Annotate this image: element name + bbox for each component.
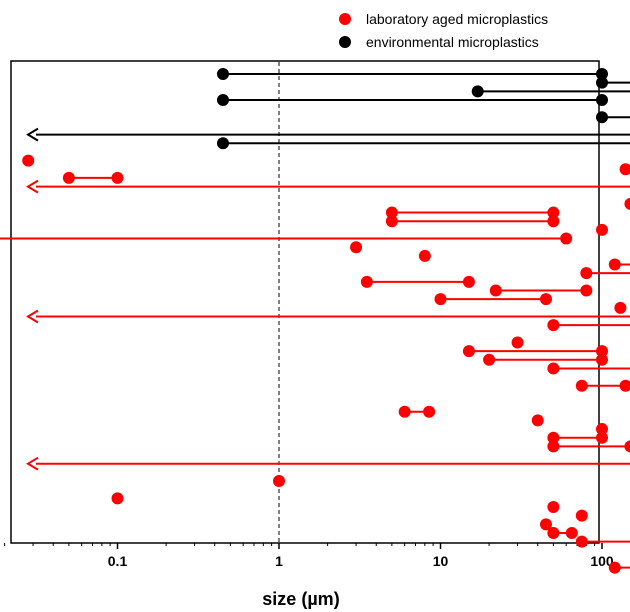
range-max-point xyxy=(580,284,593,297)
plot-frame xyxy=(10,60,600,544)
single-size-point xyxy=(350,241,363,254)
single-size-point xyxy=(22,154,35,167)
range-max-point xyxy=(547,215,560,228)
single-size-point xyxy=(624,197,630,210)
open-lower-arrow xyxy=(26,309,39,324)
range-max-point xyxy=(560,232,573,245)
range-min-point xyxy=(385,206,398,219)
range-min-point xyxy=(575,535,588,548)
range-max-point xyxy=(423,405,436,418)
range-max-point xyxy=(624,440,630,453)
legend-label-environmental: environmental microplastics xyxy=(366,34,539,50)
range-max-point xyxy=(596,68,608,80)
x-axis-title: size (µm) xyxy=(262,589,339,609)
series-environmental xyxy=(26,68,630,150)
single-size-point xyxy=(614,301,627,314)
single-size-point xyxy=(418,249,431,262)
range-min-point xyxy=(462,345,475,358)
range-max-point xyxy=(462,275,475,288)
range-min-point xyxy=(547,362,560,375)
single-size-point xyxy=(547,501,560,513)
range-min-point xyxy=(216,68,229,80)
open-lower-arrow xyxy=(26,179,39,194)
single-size-point xyxy=(273,475,285,488)
range-min-point xyxy=(216,137,229,150)
x-tick-label: 10 xyxy=(433,553,449,569)
range-min-point xyxy=(547,440,560,453)
range-max-point xyxy=(539,293,552,306)
legend-marker-laboratory xyxy=(339,13,351,25)
range-min-point xyxy=(385,215,398,228)
range-max-point xyxy=(547,206,560,219)
range-min-point xyxy=(580,267,593,280)
x-tick-label: 1 xyxy=(275,553,283,569)
x-tick-label: 0.1 xyxy=(108,553,128,569)
x-tick-label: 100 xyxy=(590,553,614,569)
range-max-point xyxy=(596,431,608,444)
legend: laboratory aged microplastics environmen… xyxy=(339,11,548,50)
range-max-point xyxy=(596,345,608,358)
range-max-point xyxy=(596,93,608,106)
range-max-point xyxy=(111,171,124,184)
single-size-point xyxy=(619,163,630,176)
range-min-point xyxy=(62,171,75,184)
range-min-point xyxy=(575,379,588,392)
range-min-point xyxy=(489,284,502,297)
range-max-point xyxy=(596,353,608,366)
range-min-point xyxy=(471,85,484,98)
range-min-point xyxy=(596,76,608,89)
range-min-point xyxy=(398,405,411,418)
single-size-point xyxy=(596,423,608,436)
range-min-point xyxy=(360,275,373,288)
legend-label-laboratory: laboratory aged microplastics xyxy=(366,11,548,27)
range-min-point xyxy=(547,319,560,332)
x-axis: 0.0010.010.1110100100010000 xyxy=(4,543,614,569)
range-min-point xyxy=(434,293,447,306)
single-size-point xyxy=(531,414,544,427)
single-size-point xyxy=(111,492,124,505)
range-min-point xyxy=(608,561,621,574)
single-size-point xyxy=(539,518,552,531)
range-min-point xyxy=(596,111,608,124)
range-min-point xyxy=(216,93,229,106)
legend-marker-environmental xyxy=(339,36,351,48)
range-max-point xyxy=(619,379,630,392)
series-laboratory xyxy=(0,154,630,574)
range-max-point xyxy=(565,526,578,539)
single-size-point xyxy=(511,336,524,349)
range-min-point xyxy=(547,526,560,539)
range-min-point xyxy=(547,431,560,444)
open-lower-arrow xyxy=(26,127,39,142)
range-min-point xyxy=(608,258,621,271)
single-size-point xyxy=(596,223,608,236)
data-marks xyxy=(0,68,630,574)
single-size-point xyxy=(575,509,588,522)
open-lower-arrow xyxy=(26,456,39,471)
range-min-point xyxy=(483,353,496,366)
